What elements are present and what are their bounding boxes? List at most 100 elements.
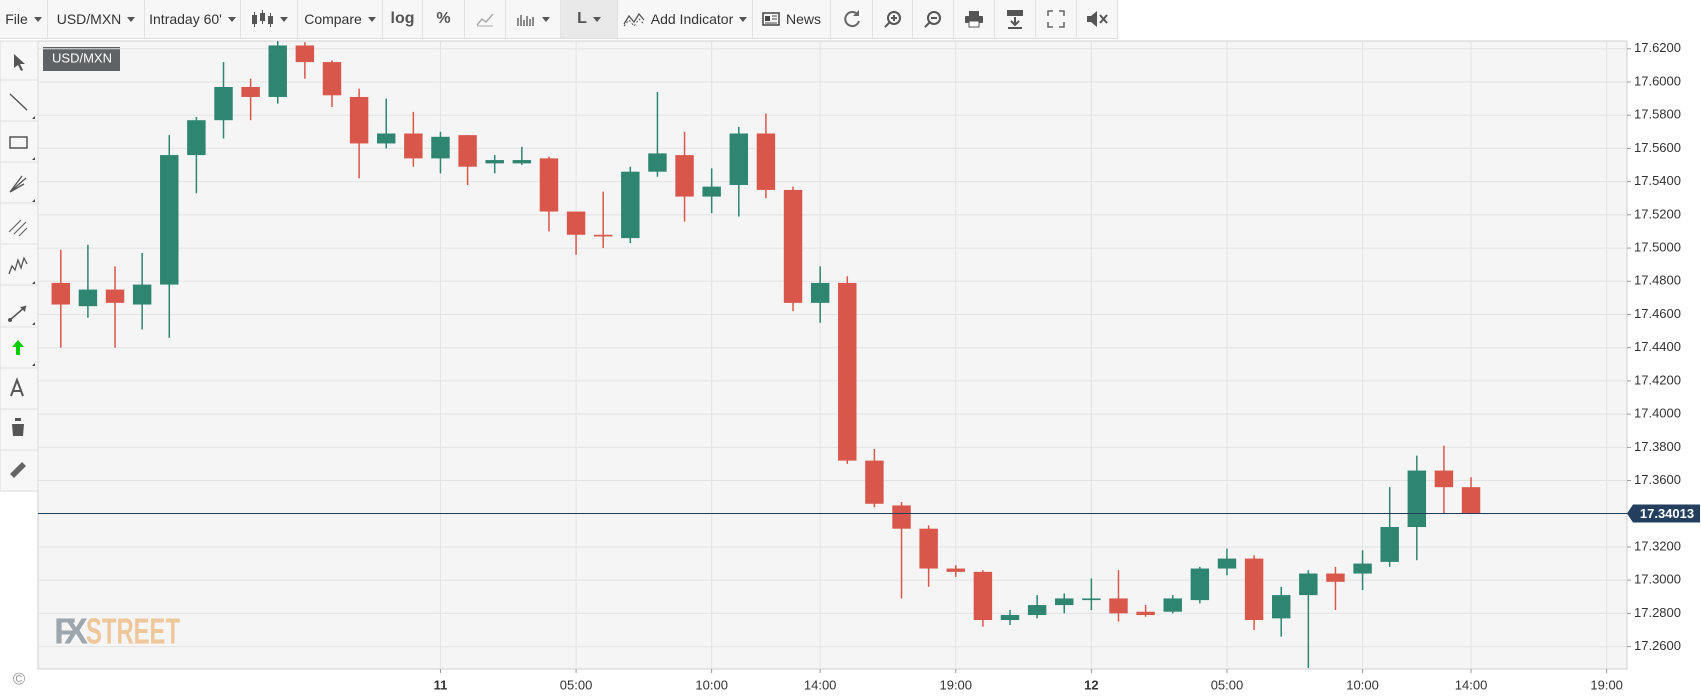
chart-type-menu[interactable]	[241, 0, 298, 38]
candle-body	[919, 528, 938, 569]
y-tick-label: 17.4200	[1634, 372, 1681, 387]
x-tick-label: 19:00	[1590, 677, 1623, 692]
watermark-fx: FX	[54, 611, 88, 652]
fullscreen-icon	[1047, 10, 1065, 28]
refresh-icon	[843, 10, 860, 28]
y-tick-label: 17.4000	[1634, 406, 1681, 421]
candle-body	[431, 136, 450, 159]
compare-label: Compare	[304, 11, 362, 27]
candle-body	[1217, 558, 1237, 569]
candle-body	[838, 282, 857, 461]
candle-body	[1000, 615, 1020, 621]
line-label: L	[577, 10, 587, 27]
x-tick-label: 05:00	[1211, 677, 1244, 692]
candles	[51, 41, 1481, 669]
candle-body	[1163, 598, 1182, 612]
y-tick-label: 17.3200	[1634, 538, 1681, 553]
watermark-street: STREET	[86, 611, 180, 652]
candle-body	[485, 160, 504, 164]
symbol-menu[interactable]: USD/MXN	[48, 0, 145, 38]
candle-body	[566, 211, 586, 235]
png-button[interactable]	[995, 0, 1036, 38]
symbol-badge	[43, 47, 120, 71]
y-tick-label: 17.3600	[1634, 472, 1681, 487]
log-label: log	[390, 10, 415, 27]
x-tick-label: 14:00	[804, 677, 837, 692]
print-button[interactable]	[954, 0, 995, 38]
candle-body	[1190, 568, 1210, 601]
y-tick-label: 17.2800	[1634, 605, 1681, 620]
zoom-out-button[interactable]	[913, 0, 954, 38]
copyright: ©	[13, 669, 26, 688]
x-tick-label: 14:00	[1455, 677, 1488, 692]
candle-body	[973, 571, 993, 621]
news-label: News	[785, 11, 821, 27]
candle-body	[1055, 598, 1074, 606]
candle-body	[539, 158, 559, 212]
fullscreen-button[interactable]	[1036, 0, 1077, 38]
log-button[interactable]: log	[383, 0, 423, 38]
candle-body	[621, 171, 640, 239]
candle-body	[458, 135, 477, 167]
compare-menu[interactable]: Compare	[298, 0, 383, 38]
interval-menu[interactable]: Intraday 60'	[145, 0, 241, 38]
candle-body	[1353, 563, 1372, 574]
candle-body	[783, 189, 803, 303]
zoom-in-icon	[883, 11, 901, 28]
refresh-button[interactable]	[831, 0, 873, 38]
toolbar: File USD/MXN Intraday 60' Compare log % …	[0, 0, 1118, 39]
percent-label: %	[436, 10, 451, 27]
y-tick-label: 17.5600	[1634, 140, 1681, 155]
y-tick-label: 17.5200	[1634, 206, 1681, 221]
candle-body	[1434, 470, 1454, 488]
percent-button[interactable]: %	[423, 0, 465, 38]
candle-body	[1027, 605, 1047, 616]
candle-body	[377, 133, 396, 144]
news-button[interactable]: News	[753, 0, 831, 38]
y-tick-label: 17.5000	[1634, 240, 1681, 255]
candle-body	[1244, 558, 1264, 621]
add-indicator-menu[interactable]: Add Indicator	[618, 0, 753, 38]
x-tick-label: 12	[1084, 677, 1098, 692]
y-tick-label: 17.3800	[1634, 439, 1681, 454]
candle-body	[729, 133, 749, 185]
candle-body	[268, 45, 287, 97]
candle-body	[322, 62, 342, 96]
symbol-label: USD/MXN	[52, 50, 112, 65]
line-menu[interactable]: L	[561, 0, 618, 38]
candle-body	[160, 155, 179, 285]
candle-body	[756, 133, 776, 190]
grid	[38, 41, 1627, 669]
y-tick-label: 17.4800	[1634, 273, 1681, 288]
mute-icon	[1087, 11, 1108, 27]
candle-body	[593, 234, 613, 237]
mute-button[interactable]	[1077, 0, 1118, 38]
y-tick-label: 17.3000	[1634, 572, 1681, 587]
candle-body	[648, 153, 667, 172]
file-menu[interactable]: File	[0, 0, 48, 38]
candle-body	[1326, 573, 1345, 582]
candle-body	[1136, 611, 1155, 616]
file-label: File	[5, 11, 28, 27]
y-tick-label: 17.4400	[1634, 339, 1681, 354]
interval-label: Intraday 60'	[149, 11, 222, 27]
zoom-out-icon	[924, 11, 941, 28]
candle-body	[1380, 527, 1399, 562]
volume-menu[interactable]	[506, 0, 561, 38]
zoom-in-button[interactable]	[873, 0, 913, 38]
candle-body	[132, 284, 152, 305]
png-icon	[1007, 10, 1023, 29]
candle-body	[295, 45, 315, 63]
candle-body	[512, 160, 532, 164]
drawing-toolbar	[0, 40, 39, 492]
x-tick-label: 10:00	[695, 677, 728, 692]
indicator-icon	[623, 12, 645, 27]
candle-body	[675, 155, 694, 197]
area-button[interactable]	[465, 0, 506, 38]
x-tick-label: 05:00	[560, 677, 593, 692]
candle-body	[1461, 487, 1481, 514]
candle-body	[1271, 595, 1291, 619]
candle-body	[702, 186, 721, 197]
